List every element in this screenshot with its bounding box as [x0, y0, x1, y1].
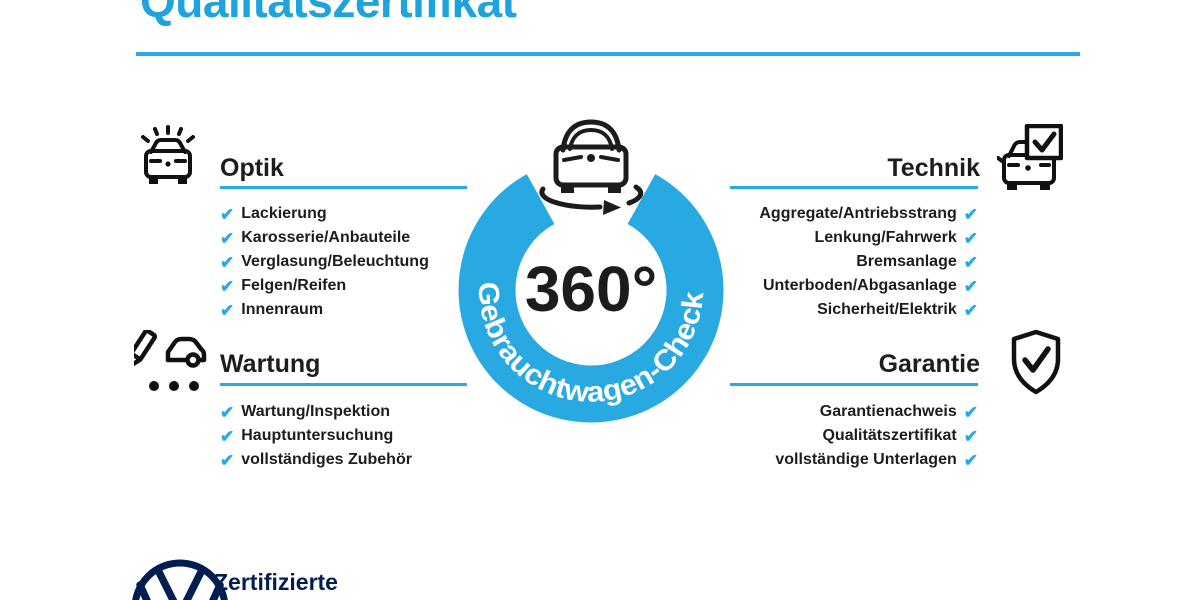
- check-icon: ✔: [220, 276, 235, 296]
- section-rule-optik: [220, 186, 467, 189]
- list-item: Qualitätszertifikat ✔: [822, 426, 978, 446]
- check-icon: ✔: [220, 228, 235, 248]
- section-title-garantie: Garantie: [878, 350, 980, 378]
- vw-logo: [130, 556, 230, 600]
- list-item: Lenkung/Fahrwerk ✔: [814, 228, 979, 248]
- check-icon: ✔: [963, 228, 978, 248]
- check-icon: ✔: [963, 204, 978, 224]
- checklist-technik: Aggregate/Antriebsstrang ✔ Lenkung/Fahrwe…: [759, 202, 978, 322]
- checklist-optik: ✔ Lackierung ✔ Karosserie/Anbauteile ✔ Verg…: [220, 202, 429, 322]
- list-item: Garantienachweis ✔: [819, 402, 978, 422]
- list-item: ✔ Verglasung/Beleuchtung: [220, 252, 429, 272]
- section-title-wartung: Wartung: [220, 350, 321, 378]
- check-icon: ✔: [963, 426, 978, 446]
- ring: [458, 157, 724, 423]
- list-item: Aggregate/Antriebsstrang ✔: [759, 204, 978, 224]
- section-rule-garantie: [730, 383, 978, 386]
- check-icon: ✔: [220, 402, 235, 422]
- list-item: ✔ Felgen/Reifen: [220, 276, 347, 296]
- section-rule-technik: [730, 186, 978, 189]
- footer-brand-label: Zertifizierte: [214, 569, 338, 595]
- check-icon: ✔: [963, 252, 978, 272]
- check-icon: ✔: [963, 276, 978, 296]
- car-headlights-icon: [137, 124, 199, 194]
- list-item: ✔ Wartung/Inspektion: [220, 402, 390, 422]
- shield-check-icon: [1008, 328, 1064, 400]
- checklist-wartung: ✔ Wartung/Inspektion ✔ Hauptuntersuchung ✔…: [220, 400, 412, 472]
- car-360-rotation-icon: [539, 119, 644, 215]
- section-title-optik: Optik: [220, 154, 284, 182]
- checklist-garantie: Garantienachweis ✔ Qualitätszertifikat ✔ v…: [775, 400, 978, 472]
- check-icon: ✔: [220, 204, 235, 224]
- check-icon: ✔: [220, 426, 235, 446]
- pencil-car-service-icon: [134, 330, 210, 396]
- list-item: Bremsanlage ✔: [856, 252, 978, 272]
- list-item: ✔ Innenraum: [220, 300, 324, 320]
- check-icon: ✔: [220, 450, 235, 470]
- section-rule-wartung: [220, 383, 467, 386]
- check-icon: ✔: [963, 402, 978, 422]
- list-item: ✔ vollständiges Zubehör: [220, 450, 412, 470]
- title-divider: [136, 52, 1080, 56]
- car-checkbox-icon: [997, 124, 1063, 198]
- check-icon: ✔: [220, 300, 235, 320]
- check-icon: ✔: [963, 450, 978, 470]
- list-item: ✔ Hauptuntersuchung: [220, 426, 394, 446]
- list-item: ✔ Karosserie/Anbauteile: [220, 228, 411, 248]
- list-item: vollständige Unterlagen ✔: [775, 450, 978, 470]
- check-icon: ✔: [963, 300, 978, 320]
- check-icon: ✔: [220, 252, 235, 272]
- list-item: Sicherheit/Elektrik ✔: [817, 300, 978, 320]
- list-item: Unterboden/Abgasanlage ✔: [762, 276, 978, 296]
- list-item: ✔ Lackierung: [220, 204, 327, 224]
- section-title-technik: Technik: [887, 154, 980, 182]
- badge-360-check: 360° Gebrauchtwagen-Check: [430, 96, 754, 436]
- page-title: Qualitätszertifikat: [140, 0, 517, 27]
- degree-label: 360°: [525, 253, 657, 325]
